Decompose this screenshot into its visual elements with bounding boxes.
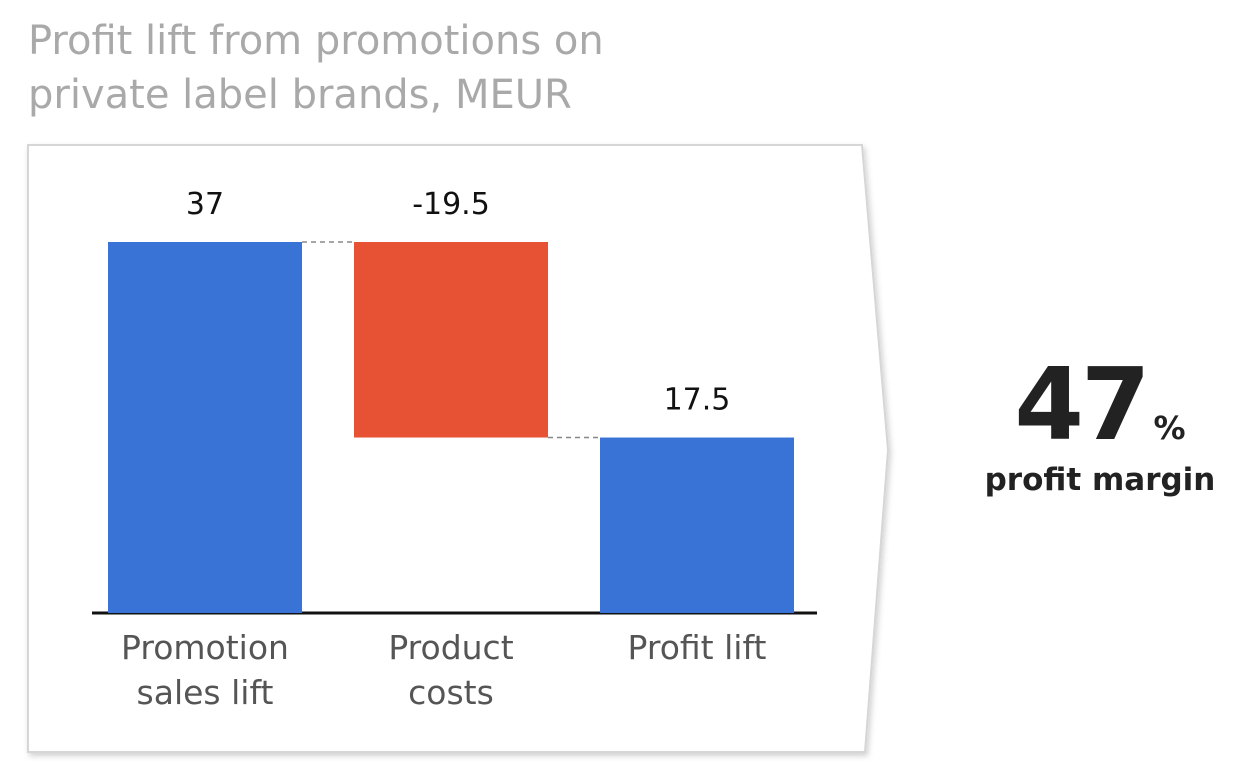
value-label: 17.5 (664, 383, 731, 418)
bar (354, 242, 548, 438)
x-tick-label: Profit lift (627, 628, 767, 667)
bar (108, 242, 302, 613)
chart-title: Profit lift from promotions on private l… (28, 18, 604, 118)
value-label: 37 (186, 187, 224, 222)
bar (600, 437, 794, 613)
callout-label: profit margin (984, 462, 1216, 498)
x-tick-label: Promotion sales lift (121, 628, 289, 712)
callout: 47% profit margin (975, 350, 1225, 500)
value-label: -19.5 (412, 187, 490, 222)
callout-value: 47 (1014, 346, 1150, 463)
x-tick-label: Product costs (388, 628, 514, 712)
callout-unit: % (1153, 409, 1186, 447)
